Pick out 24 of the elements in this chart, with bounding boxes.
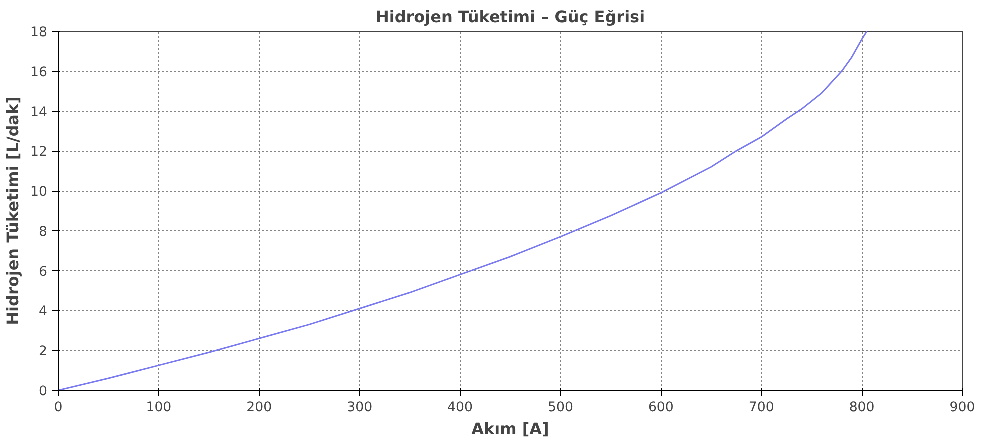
chart-title: Hidrojen Tüketimi – Güç Eğrisi — [376, 8, 646, 26]
y-tick-label: 12 — [30, 145, 48, 160]
x-tick-label: 0 — [54, 400, 63, 416]
x-tick-label: 800 — [849, 400, 875, 416]
x-tick-label: 700 — [748, 400, 774, 416]
y-tick-label: 16 — [30, 65, 48, 80]
x-tick-label: 300 — [347, 400, 373, 416]
x-tick-label: 400 — [448, 400, 474, 416]
y-tick-label: 8 — [39, 224, 48, 240]
x-tick-label: 500 — [548, 400, 574, 416]
y-tick-label: 10 — [30, 185, 48, 200]
y-tick-label: 0 — [39, 384, 48, 400]
y-tick-label: 14 — [30, 105, 48, 120]
y-tick-label: 6 — [39, 264, 48, 280]
x-tick-label: 100 — [146, 400, 172, 416]
y-tick-label: 4 — [39, 304, 48, 320]
y-axis-title: Hidrojen Tüketimi [L/dak] — [4, 96, 23, 326]
x-tick-label: 900 — [950, 400, 976, 416]
x-tick-label: 200 — [246, 400, 272, 416]
y-tick-label: 18 — [30, 26, 48, 40]
line-series — [58, 32, 868, 390]
x-tick-label: 600 — [648, 400, 674, 416]
y-tick-label: 2 — [39, 344, 48, 360]
x-axis-title: Akım [A] — [472, 420, 550, 438]
